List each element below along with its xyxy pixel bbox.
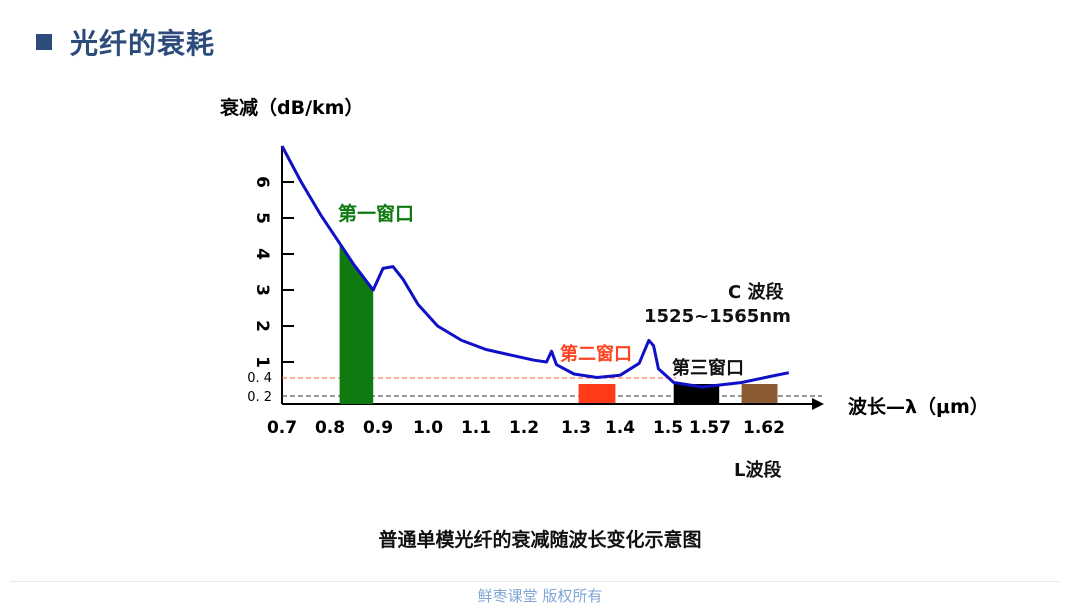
attenuation-curve [280, 145, 790, 389]
window3-label: 第三窗口 [672, 357, 744, 379]
y-tick-label: 5 [252, 212, 272, 224]
x-tick-label: 1.62 [743, 418, 785, 438]
x-tick-label: 0.7 [267, 418, 297, 438]
window2-label: 第二窗口 [560, 343, 632, 365]
window1-label: 第一窗口 [338, 202, 414, 225]
c-band-range-label: 1525~1565nm [644, 306, 791, 327]
y-tick-label: 2 [252, 320, 272, 332]
y-ref-tick-label: 0. 2 [247, 390, 272, 405]
x-axis-label: 波长—λ（μm） [848, 395, 989, 418]
window1-area [339, 243, 374, 404]
footer-copyright: 鲜枣课堂 版权所有 [477, 587, 603, 605]
y-axis-label: 衰减（dB/km） [219, 96, 363, 119]
slide-title: 光纤的衰耗 [70, 27, 216, 60]
l-band-bar [741, 384, 778, 403]
x-axis-arrow-icon [812, 398, 824, 410]
window2-band [578, 384, 616, 403]
y-tick-label: 3 [252, 284, 272, 296]
x-tick-label: 1.1 [461, 418, 491, 438]
slide-header: 光纤的衰耗 [36, 22, 215, 62]
y-tick-label: 6 [252, 176, 272, 188]
x-tick-label: 0.9 [363, 418, 393, 438]
x-tick-label: 1.57 [689, 418, 731, 438]
x-tick-label: 1.3 [561, 418, 591, 438]
x-tick-label: 0.8 [315, 418, 345, 438]
x-tick-label: 1.4 [605, 418, 635, 438]
title-bullet-icon [36, 34, 52, 50]
footer-divider [10, 581, 1060, 582]
y-tick-label: 4 [252, 248, 272, 260]
x-tick-label: 1.2 [509, 418, 539, 438]
x-tick-label: 1.5 [653, 418, 683, 438]
y-ref-tick-label: 0. 4 [247, 371, 272, 386]
x-tick-label: 1.0 [413, 418, 443, 438]
y-tick-label: 1 [252, 356, 272, 368]
attenuation-chart: 6 5 4 3 2 1 0. 4 0. 2 0.7 0.8 0.9 1.0 1.1 1.2 1.3 1.4 1.… [219, 96, 989, 481]
window3-band [673, 384, 720, 403]
chart-caption: 普通单模光纤的衰减随波长变化示意图 [378, 529, 702, 551]
l-band-label: L波段 [734, 459, 782, 481]
c-band-label: C 波段 [728, 281, 784, 303]
